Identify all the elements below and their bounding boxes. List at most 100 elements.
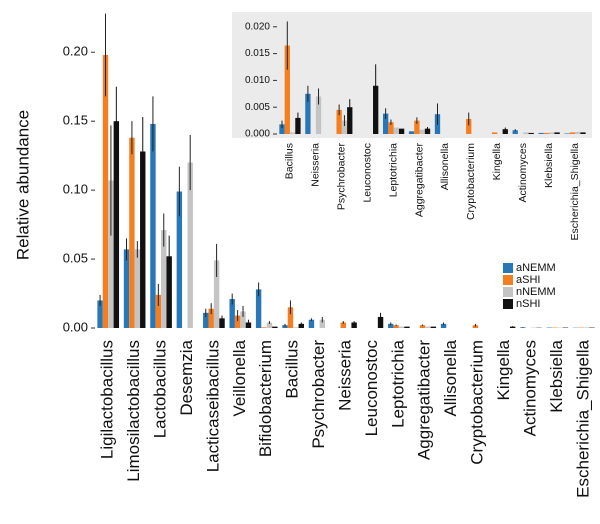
bar [408,131,415,134]
y-tick-label: 0.015 [245,48,270,59]
x-tick-label: Actinomyces [517,143,529,203]
y-tick-label: 0.020 [245,21,270,32]
bar [287,307,294,328]
bar [305,93,311,134]
bar [219,318,225,328]
bar [575,131,581,134]
x-tick-label: Veillonella [230,339,249,416]
bar [97,300,103,328]
y-tick-label: 0.05 [63,250,88,265]
bar [509,326,516,328]
bar [569,132,576,134]
bar [549,132,555,134]
bar [564,133,570,134]
x-tick-label: Cryptobacterium [465,143,477,220]
x-tick-label: Desemzia [177,339,196,415]
bar [520,327,526,328]
bar [208,308,214,328]
bar [430,326,437,328]
bar [213,260,220,328]
inset-panel [232,12,592,138]
legend-swatch [503,287,513,297]
x-tick-label: Leuconostoc [361,143,373,203]
bar [373,85,379,134]
x-tick-label: Cryptobacterium [468,340,487,465]
bar [419,325,426,328]
x-tick-label: Bacillus [283,340,302,399]
bar [150,123,156,329]
bar [123,249,130,328]
bar [377,316,384,328]
bar [440,323,447,328]
bar [293,327,299,328]
bar [140,151,146,328]
bar [393,127,399,134]
bar [425,326,431,328]
bar [388,122,394,134]
bar [289,132,296,134]
x-tick-label: Actinomyces [520,340,539,436]
bar [424,128,431,134]
bar [308,319,315,328]
x-tick-label: Escherichia_Shigella [573,339,592,497]
x-tick-label: Lactobacillus [151,340,170,438]
bar [102,54,109,328]
bar [382,113,389,134]
x-tick-label: Klebsiella [543,143,555,188]
legend-label: aSHI [516,274,540,286]
bar [298,323,304,328]
bar [398,128,405,134]
bar [347,107,353,134]
y-tick-label: 0.005 [245,102,270,113]
bar [341,120,348,134]
bar [512,130,518,134]
bar [528,132,534,134]
legend-label: nNEMM [516,286,556,298]
bar [229,299,235,328]
x-tick-label: Leptotrichia [387,143,399,197]
x-tick-label: Limosilactobacillus [124,340,143,482]
bar [543,132,550,134]
legend-swatch [503,299,513,309]
x-tick-label: Leuconostoc [362,340,381,437]
bar [155,294,162,328]
x-tick-label: Kingella [494,339,513,400]
bar [583,327,590,328]
bar [161,230,167,328]
bar [255,289,262,328]
bar [404,326,410,328]
bar [113,121,120,328]
bar [398,326,405,328]
bar [523,132,529,134]
bar [266,322,273,328]
y-tick-label: 0.10 [63,182,88,197]
bar [187,162,193,328]
y-tick-label: 0.00 [63,319,88,334]
bar [502,129,508,134]
y-tick-label: 0.000 [245,129,270,140]
bar [554,132,560,134]
bar [419,129,425,134]
bar [336,109,342,134]
bar [176,191,183,328]
bar [129,137,135,328]
bar [466,118,472,134]
x-tick-label: Psychrobacter [309,340,328,449]
bar [491,132,498,134]
y-tick-label: 0.010 [245,75,270,86]
x-tick-label: Bifidobacterium [256,340,275,457]
y-tick-label: 0.20 [63,44,88,59]
y-tick-label: 0.15 [63,113,88,128]
legend-label: aNEMM [516,262,556,274]
bar [295,117,301,134]
bar [261,327,267,328]
bar [272,326,278,328]
legend-swatch [503,263,513,273]
bar [388,323,394,328]
bar [203,312,209,328]
bar [315,96,322,134]
x-tick-label: Kingella [491,143,503,181]
x-tick-label: Neisseria [335,339,354,410]
x-tick-label: Lacticaseibacillus [203,340,222,472]
